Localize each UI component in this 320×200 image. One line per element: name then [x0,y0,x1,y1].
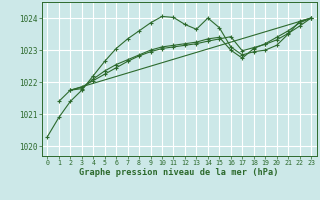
X-axis label: Graphe pression niveau de la mer (hPa): Graphe pression niveau de la mer (hPa) [79,168,279,177]
